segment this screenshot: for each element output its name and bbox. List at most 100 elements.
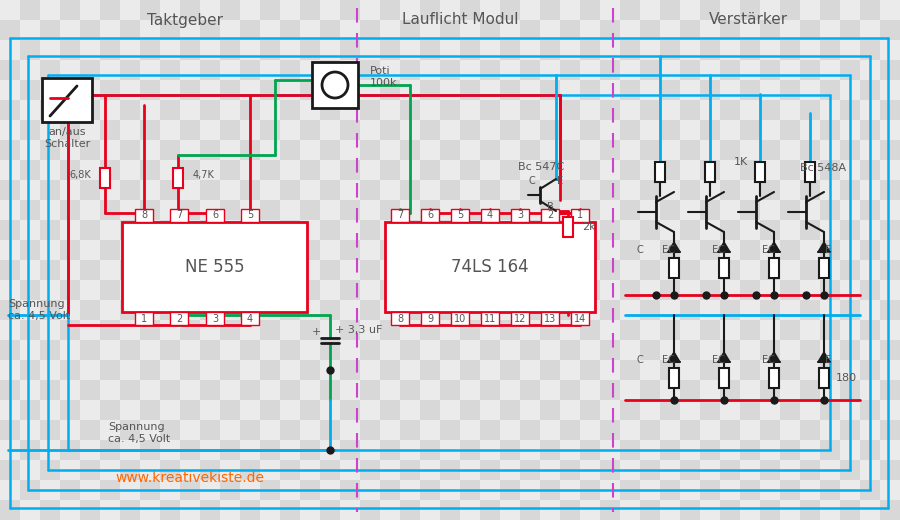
Bar	[300, 100, 320, 120]
Bar	[300, 40, 320, 60]
Bar	[820, 160, 840, 180]
Bar	[860, 340, 880, 360]
Bar	[680, 160, 700, 180]
Bar	[640, 180, 660, 200]
Bar	[780, 140, 800, 160]
Bar	[220, 100, 240, 120]
Bar	[760, 300, 780, 320]
Bar	[340, 180, 360, 200]
Bar	[0, 100, 20, 120]
Bar	[660, 340, 680, 360]
Bar	[840, 60, 860, 80]
Bar	[420, 400, 440, 420]
Bar	[680, 200, 700, 220]
Bar	[860, 0, 880, 20]
Bar	[160, 180, 180, 200]
Bar	[860, 180, 880, 200]
Bar	[220, 420, 240, 440]
Bar	[400, 260, 420, 280]
Bar	[60, 220, 80, 240]
Bar	[80, 160, 100, 180]
Bar	[880, 20, 900, 40]
Bar	[260, 380, 280, 400]
Bar	[140, 360, 160, 380]
Bar	[280, 480, 300, 500]
Bar	[780, 400, 800, 420]
Bar	[540, 360, 560, 380]
Bar	[760, 360, 780, 380]
Bar	[460, 360, 480, 380]
Bar	[220, 440, 240, 460]
Bar	[660, 500, 680, 520]
Bar	[420, 120, 440, 140]
Bar	[600, 160, 620, 180]
Bar	[20, 480, 40, 500]
Bar	[800, 160, 820, 180]
Bar	[840, 180, 860, 200]
Bar	[400, 120, 420, 140]
Bar	[620, 200, 640, 220]
Bar	[680, 280, 700, 300]
Bar	[20, 280, 40, 300]
Bar	[440, 160, 460, 180]
Bar	[20, 460, 40, 480]
Bar	[560, 380, 580, 400]
Bar	[860, 80, 880, 100]
Bar	[640, 480, 660, 500]
Bar	[800, 0, 820, 20]
Bar	[140, 120, 160, 140]
Bar	[120, 480, 140, 500]
Bar	[280, 300, 300, 320]
Bar	[560, 140, 580, 160]
Bar	[720, 440, 740, 460]
Bar	[480, 400, 500, 420]
Text: NE 555: NE 555	[184, 258, 244, 276]
Bar	[600, 220, 620, 240]
Bar	[0, 220, 20, 240]
Bar	[280, 140, 300, 160]
Bar	[500, 20, 520, 40]
Bar	[480, 360, 500, 380]
Bar	[440, 280, 460, 300]
Bar	[840, 360, 860, 380]
Bar	[20, 260, 40, 280]
Text: +: +	[311, 327, 320, 337]
Bar	[200, 420, 220, 440]
Bar	[720, 40, 740, 60]
Bar	[580, 320, 600, 340]
Bar	[200, 100, 220, 120]
Bar	[480, 320, 500, 340]
Bar	[660, 280, 680, 300]
Text: 8: 8	[141, 210, 147, 220]
Bar	[800, 480, 820, 500]
Bar	[640, 260, 660, 280]
Bar	[760, 60, 780, 80]
Bar	[660, 240, 680, 260]
Bar	[719, 258, 729, 278]
Bar	[700, 0, 720, 20]
Bar	[140, 320, 160, 340]
Bar	[460, 420, 480, 440]
Bar	[500, 340, 520, 360]
Bar	[380, 480, 400, 500]
Bar	[511, 209, 529, 222]
Bar	[160, 500, 180, 520]
Text: C: C	[528, 176, 536, 186]
Bar	[160, 400, 180, 420]
Bar	[100, 460, 120, 480]
Bar	[460, 0, 480, 20]
Bar	[120, 280, 140, 300]
Bar	[720, 340, 740, 360]
Bar	[300, 460, 320, 480]
Bar	[820, 200, 840, 220]
Bar	[160, 460, 180, 480]
Bar	[260, 160, 280, 180]
Bar	[860, 500, 880, 520]
Bar	[320, 60, 340, 80]
Bar	[700, 360, 720, 380]
Bar	[20, 120, 40, 140]
Bar	[260, 200, 280, 220]
Bar	[80, 460, 100, 480]
Bar	[520, 420, 540, 440]
Bar	[680, 380, 700, 400]
